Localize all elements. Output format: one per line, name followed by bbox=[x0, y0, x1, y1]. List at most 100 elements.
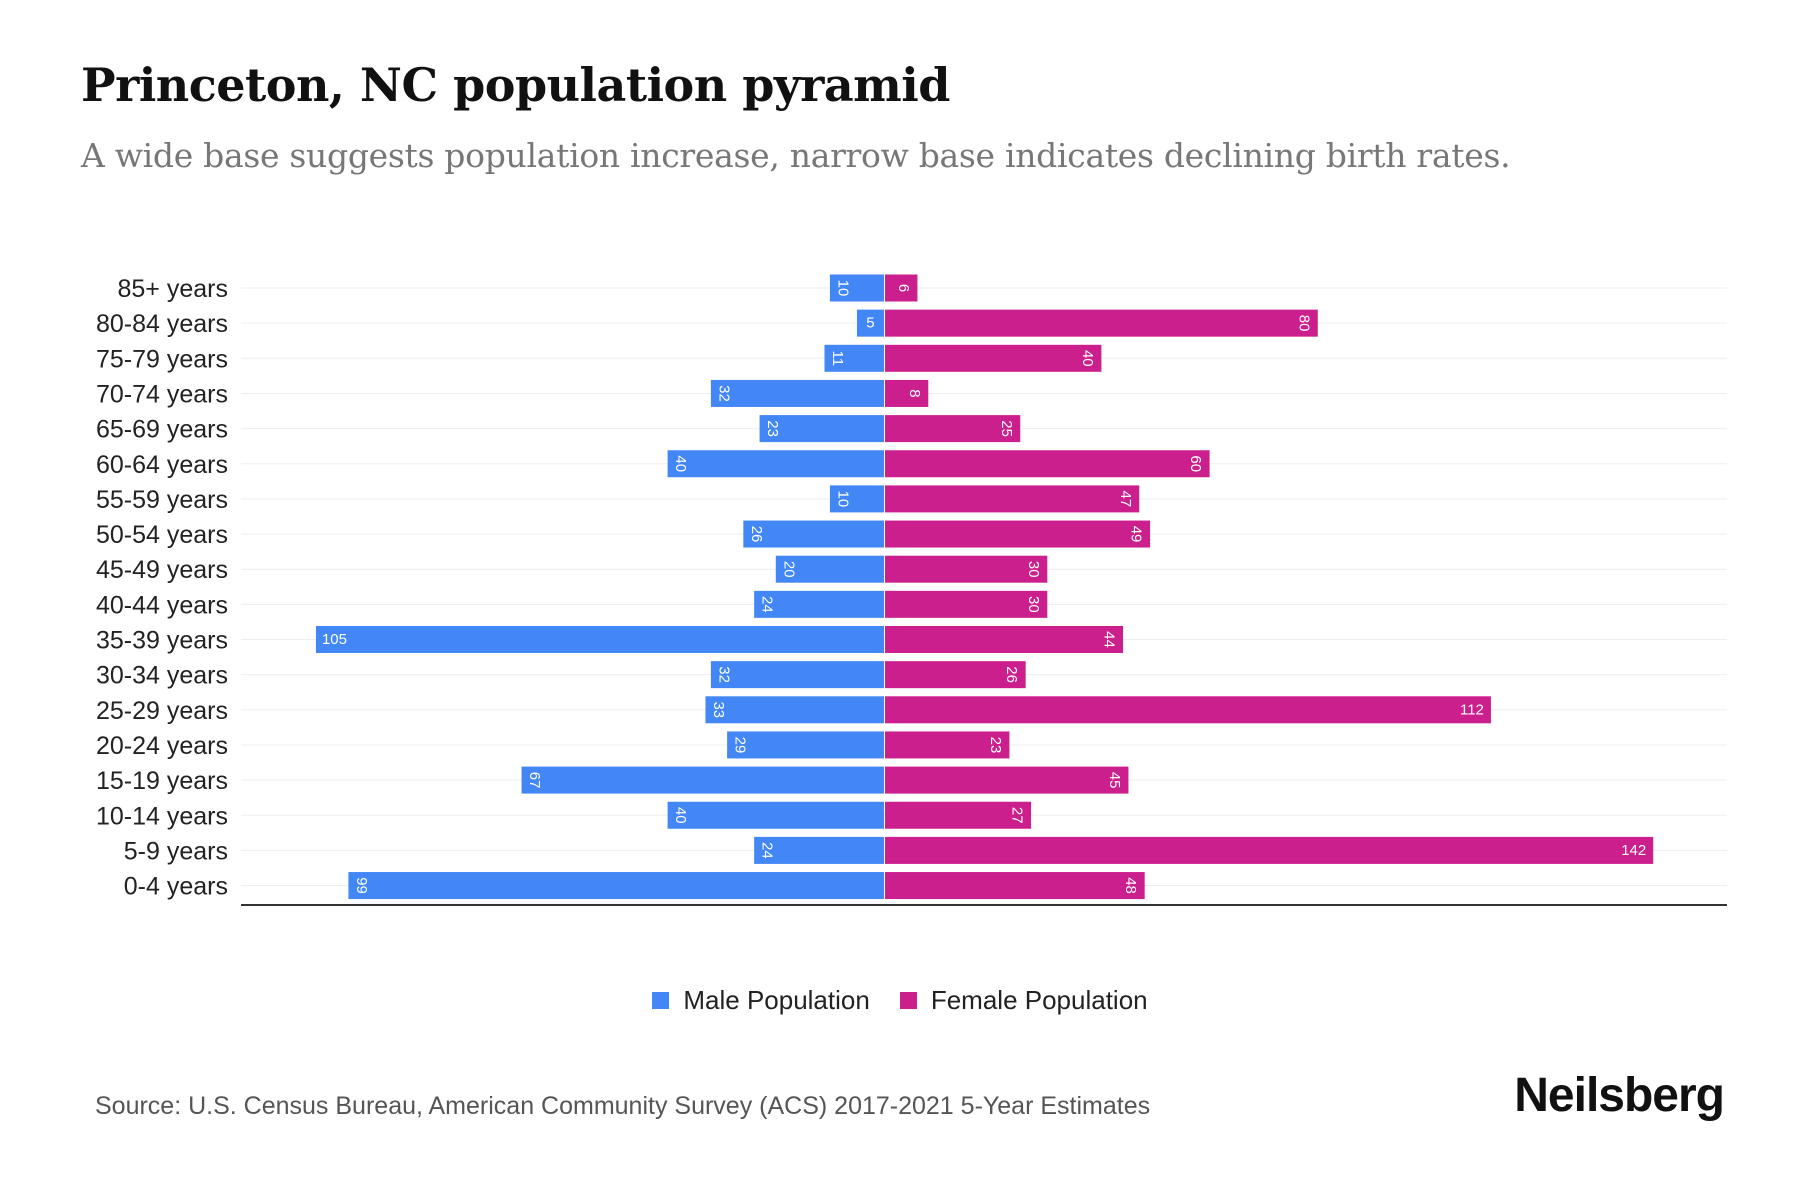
male-bar bbox=[315, 626, 884, 653]
category-label: 35-39 years bbox=[96, 627, 228, 655]
legend-swatch-female bbox=[899, 992, 917, 1009]
female-value-label: 48 bbox=[1122, 877, 1139, 894]
category-label: 65-69 years bbox=[96, 416, 228, 444]
category-label: 0-4 years bbox=[124, 873, 228, 901]
female-value-label: 45 bbox=[1106, 772, 1123, 789]
legend-label-male: Male Population bbox=[683, 985, 870, 1015]
male-bar bbox=[754, 836, 884, 864]
chart-subtitle: A wide base suggests population increase… bbox=[81, 136, 1511, 175]
male-bar bbox=[348, 872, 884, 900]
male-value-label: 33 bbox=[710, 701, 727, 718]
category-label: 15-19 years bbox=[96, 767, 228, 795]
male-bar bbox=[743, 520, 884, 548]
category-label: 30-34 years bbox=[96, 662, 228, 690]
female-bar bbox=[885, 590, 1048, 618]
male-value-label: 11 bbox=[829, 351, 846, 367]
category-label: 5-9 years bbox=[124, 837, 228, 865]
female-bar bbox=[885, 344, 1102, 372]
category-label: 60-64 years bbox=[96, 451, 228, 479]
female-value-label: 44 bbox=[1101, 631, 1118, 648]
population-pyramid-chart: 85+ years 10 6 80-84 years 5 80 75-79 years 11 4… bbox=[96, 274, 1727, 906]
male-value-label: 24 bbox=[759, 842, 776, 859]
female-bar bbox=[885, 661, 1026, 689]
male-value-label: 32 bbox=[715, 385, 732, 402]
female-value-label: 49 bbox=[1128, 526, 1145, 543]
female-bar bbox=[885, 766, 1129, 794]
female-bar bbox=[885, 415, 1021, 443]
female-value-label: 8 bbox=[906, 389, 923, 397]
male-value-label: 23 bbox=[764, 420, 781, 437]
female-bar bbox=[885, 872, 1145, 900]
male-value-label: 40 bbox=[672, 455, 689, 472]
male-value-label: 67 bbox=[526, 772, 543, 789]
female-bar bbox=[885, 626, 1124, 653]
female-bar bbox=[885, 450, 1210, 478]
category-label: 45-49 years bbox=[96, 556, 228, 584]
male-value-label: 10 bbox=[834, 491, 851, 508]
legend-swatch-male bbox=[652, 992, 670, 1009]
female-bar bbox=[885, 274, 918, 302]
male-bar bbox=[710, 379, 884, 407]
male-value-label: 20 bbox=[780, 561, 797, 578]
male-bar bbox=[856, 309, 884, 337]
male-bar bbox=[705, 696, 884, 724]
female-bar bbox=[885, 801, 1032, 829]
female-value-label: 47 bbox=[1117, 491, 1134, 508]
male-bar bbox=[759, 415, 884, 443]
source-note: Source: U.S. Census Bureau, American Com… bbox=[95, 1092, 1151, 1120]
female-bar bbox=[885, 731, 1010, 759]
male-value-label: 5 bbox=[866, 315, 874, 332]
female-value-label: 30 bbox=[1025, 596, 1042, 613]
female-bar bbox=[885, 485, 1140, 513]
female-value-label: 23 bbox=[987, 737, 1004, 754]
category-label: 10-14 years bbox=[96, 802, 228, 830]
male-value-label: 32 bbox=[715, 666, 732, 683]
male-bar bbox=[667, 801, 884, 829]
male-bar bbox=[754, 590, 884, 618]
male-bar bbox=[710, 661, 884, 689]
female-bar bbox=[885, 520, 1151, 548]
female-value-label: 30 bbox=[1025, 561, 1042, 578]
category-label: 70-74 years bbox=[96, 380, 228, 408]
male-bar bbox=[824, 344, 884, 372]
female-value-label: 25 bbox=[998, 420, 1015, 437]
female-value-label: 26 bbox=[1003, 666, 1020, 683]
female-value-label: 60 bbox=[1187, 455, 1204, 472]
female-value-label: 27 bbox=[1009, 807, 1026, 824]
female-bar bbox=[885, 379, 929, 407]
female-bar bbox=[885, 555, 1048, 583]
neilsberg-logo: Neilsberg bbox=[1514, 1069, 1725, 1122]
male-value-label: 10 bbox=[834, 280, 851, 297]
male-bar bbox=[829, 485, 884, 513]
male-value-label: 26 bbox=[748, 526, 765, 543]
male-bar bbox=[727, 731, 884, 759]
male-value-label: 29 bbox=[732, 737, 749, 754]
female-value-label: 112 bbox=[1460, 701, 1484, 718]
category-label: 55-59 years bbox=[96, 486, 228, 514]
male-bar bbox=[775, 555, 884, 583]
female-bar bbox=[885, 836, 1654, 864]
male-value-label: 40 bbox=[672, 807, 689, 824]
female-value-label: 80 bbox=[1295, 315, 1312, 332]
chart-title: Princeton, NC population pyramid bbox=[81, 58, 950, 112]
legend-label-female: Female Population bbox=[930, 985, 1148, 1015]
category-label: 75-79 years bbox=[96, 345, 228, 373]
male-value-label: 105 bbox=[322, 631, 347, 648]
category-label: 85+ years bbox=[118, 275, 229, 303]
male-bar bbox=[829, 274, 884, 302]
category-label: 20-24 years bbox=[96, 732, 228, 760]
female-value-label: 142 bbox=[1621, 842, 1646, 859]
male-value-label: 24 bbox=[759, 596, 776, 613]
male-bar bbox=[521, 766, 884, 794]
legend-item-male: Male Population bbox=[652, 985, 870, 1016]
male-value-label: 99 bbox=[353, 877, 370, 894]
legend: Male Population Female Population bbox=[0, 985, 1800, 1016]
female-bar bbox=[885, 309, 1318, 337]
legend-item-female: Female Population bbox=[899, 985, 1148, 1016]
male-bar bbox=[667, 450, 884, 478]
category-label: 25-29 years bbox=[96, 697, 228, 725]
category-label: 80-84 years bbox=[96, 310, 228, 338]
category-label: 40-44 years bbox=[96, 591, 228, 619]
female-bar bbox=[885, 696, 1491, 724]
female-value-label: 6 bbox=[895, 284, 912, 292]
